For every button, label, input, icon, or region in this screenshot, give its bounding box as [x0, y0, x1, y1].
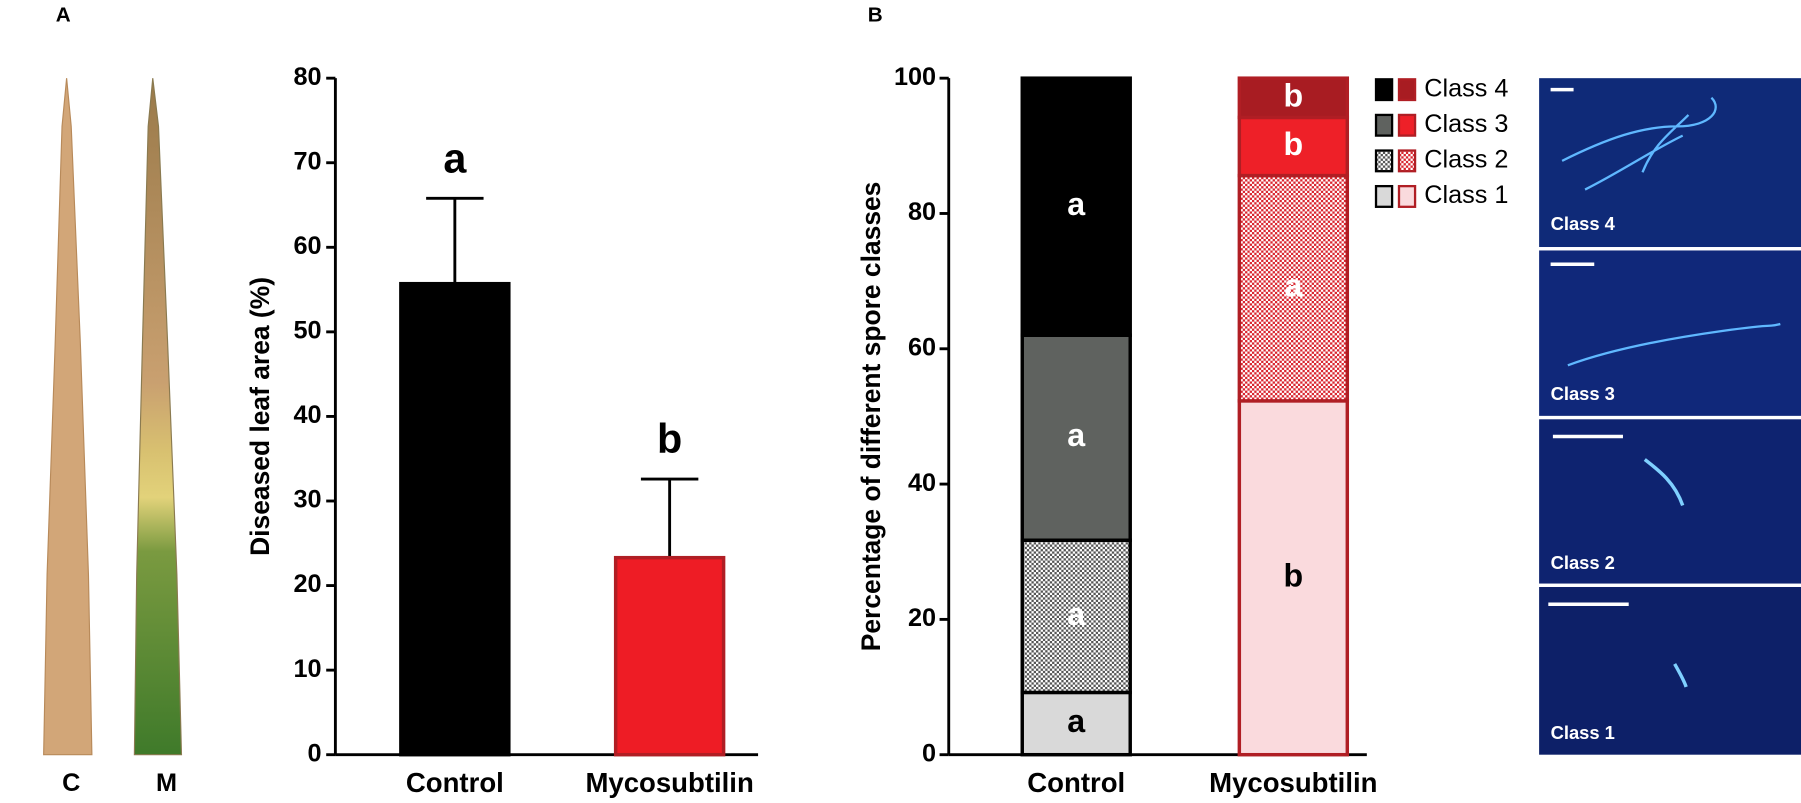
segment-label: a [1284, 268, 1303, 304]
segment-label: a [1067, 186, 1086, 222]
y-tick-label: 60 [908, 333, 936, 361]
legend-swatch [1374, 78, 1394, 102]
leaf-mycosubtilin [133, 78, 183, 756]
legend-swatch [1374, 149, 1394, 173]
bar-segment [1237, 76, 1350, 120]
panel-label: A [56, 4, 71, 27]
y-tick-label: 100 [894, 63, 936, 91]
x-tick-label: Control [406, 767, 504, 798]
y-tick-label: 70 [294, 147, 322, 175]
bar-segment [1020, 538, 1132, 695]
leaf-control [43, 78, 93, 756]
y-tick-label: 0 [922, 739, 936, 767]
y-tick-label: 0 [308, 739, 322, 767]
bar-segment [1237, 173, 1350, 403]
y-tick-label: 10 [294, 655, 322, 683]
x-tick-label: Mycosubtilin [1209, 767, 1377, 798]
y-tick-label: 40 [294, 401, 322, 429]
segment-label: a [1067, 417, 1086, 453]
legend-label: Class 4 [1424, 74, 1508, 102]
legend-swatch [1397, 78, 1417, 102]
y-tick-label: 20 [294, 570, 322, 598]
x-tick-label: Control [1027, 767, 1125, 798]
bar-segment [1237, 115, 1350, 178]
segment-label: a [1067, 703, 1086, 739]
micrograph-label: Class 2 [1551, 552, 1615, 573]
bar-segment [1237, 399, 1350, 757]
hypha [1567, 322, 1781, 367]
y-tick-label: 50 [294, 317, 322, 345]
micrograph [1539, 250, 1801, 416]
significance-letter: a [443, 135, 467, 181]
legend-label: Class 1 [1424, 181, 1508, 209]
significance-letter: b [657, 416, 682, 462]
micrograph [1539, 419, 1801, 584]
legend-swatch [1397, 113, 1417, 137]
y-tick-label: 40 [908, 469, 936, 497]
segment-label: b [1283, 126, 1303, 162]
micrograph [1539, 78, 1801, 248]
legend-label: Class 3 [1424, 110, 1508, 138]
legend-label: Class 2 [1424, 146, 1508, 174]
y-tick-label: 30 [294, 486, 322, 514]
legend-swatch [1374, 113, 1394, 137]
hypha [1643, 458, 1685, 507]
segment-label: a [1067, 596, 1086, 632]
bar-segment [1020, 76, 1132, 337]
micrographs: Class 4 Class 3 Class 2 Class 1 [1539, 78, 1801, 755]
y-axis-label: Percentage of different spore classes [856, 182, 886, 652]
y-tick-label: 20 [908, 604, 936, 632]
leaf-label: C [62, 769, 80, 797]
legend-swatch [1397, 149, 1417, 173]
bar [613, 555, 726, 757]
x-tick-label: Mycosubtilin [585, 767, 753, 798]
micrograph [1539, 586, 1801, 755]
y-tick-label: 80 [908, 198, 936, 226]
y-tick-label: 60 [294, 232, 322, 260]
micrograph-label: Class 4 [1551, 213, 1616, 234]
bar-segment [1020, 690, 1132, 757]
legend-swatch [1397, 184, 1417, 208]
segment-label: b [1283, 77, 1303, 113]
micrograph-label: Class 1 [1551, 722, 1615, 743]
micrograph-label: Class 3 [1551, 383, 1615, 404]
hypha [1561, 96, 1717, 191]
legend-swatch [1374, 184, 1394, 208]
segment-label: b [1283, 557, 1303, 593]
leaf-label: M [156, 769, 177, 797]
y-axis-label: Diseased leaf area (%) [245, 277, 275, 556]
panel-label: B [868, 4, 883, 27]
y-tick-label: 80 [294, 63, 322, 91]
hypha [1673, 663, 1688, 688]
bar [399, 281, 511, 757]
